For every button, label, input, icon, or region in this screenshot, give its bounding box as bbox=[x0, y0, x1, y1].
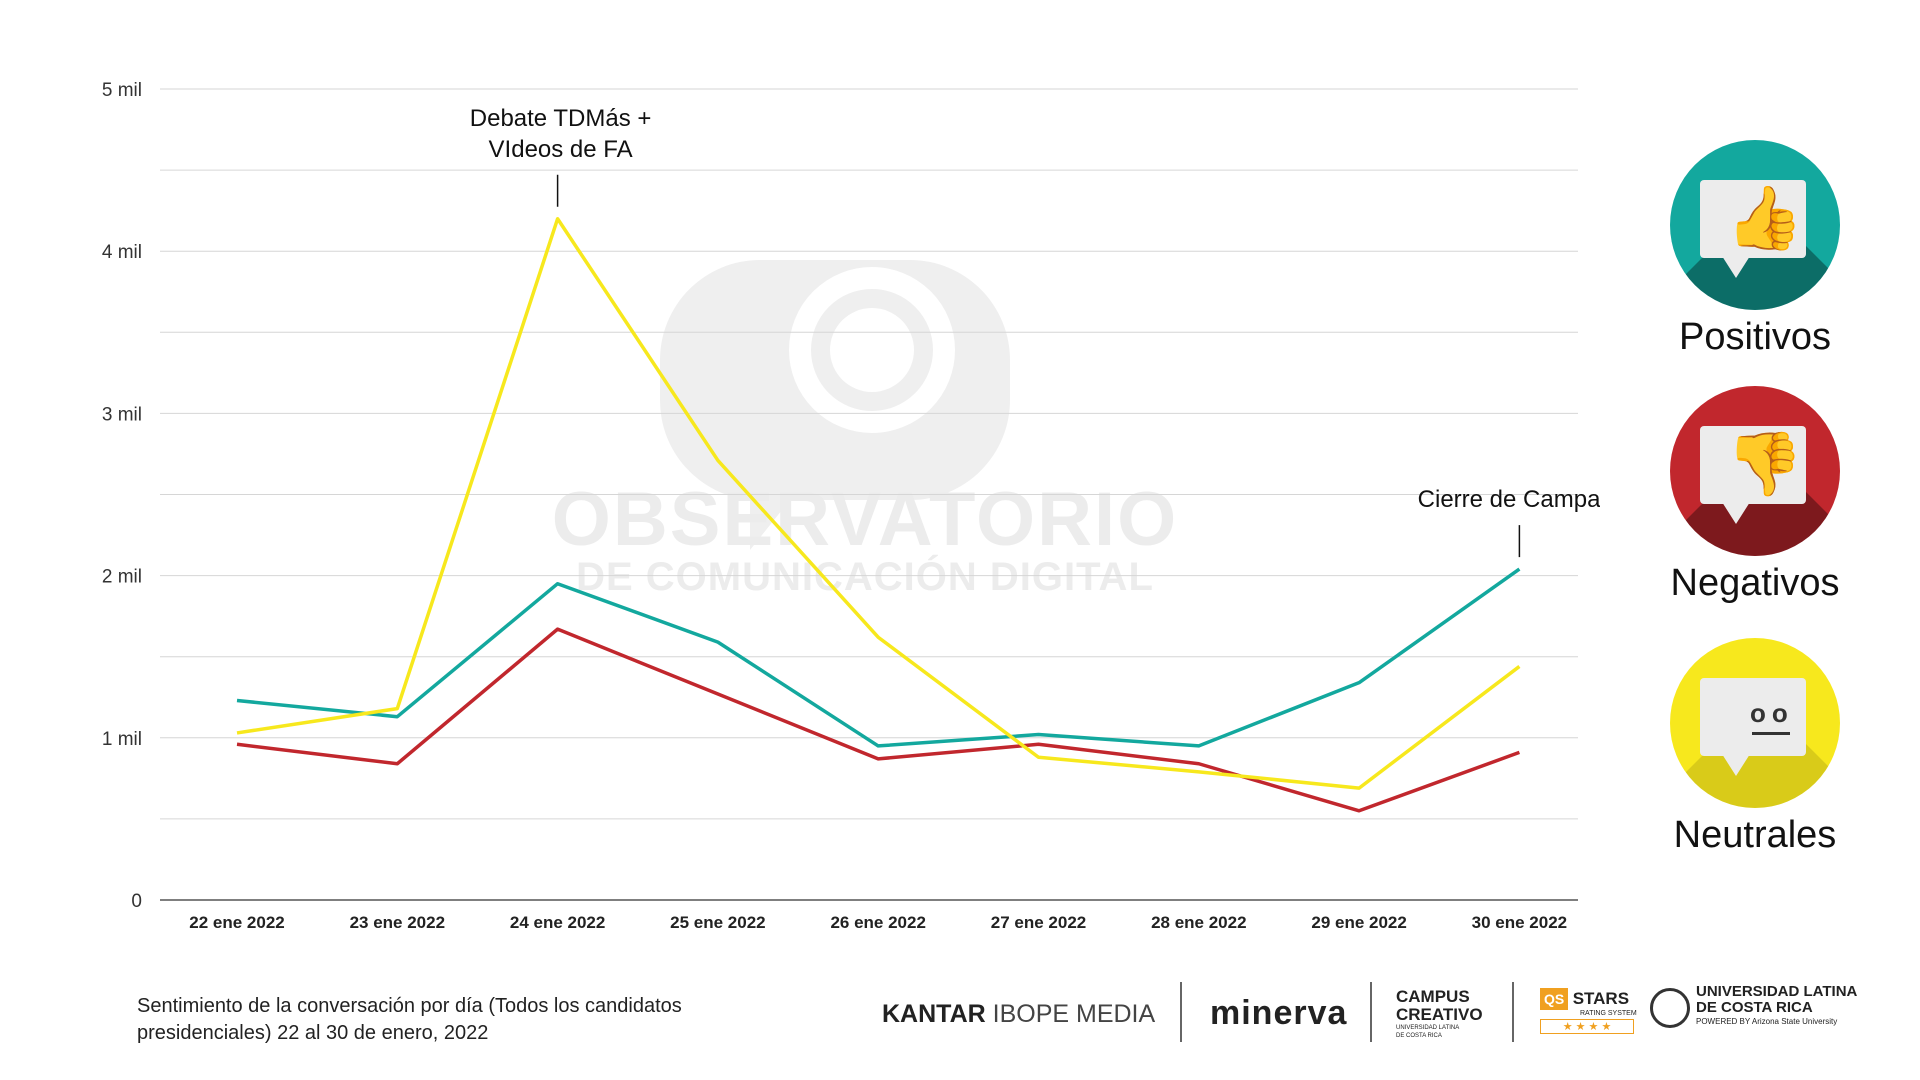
annotation-text: Cierre de Campaña bbox=[1418, 486, 1600, 513]
minerva-logo: minerva bbox=[1210, 994, 1348, 1032]
speech-bubble-icon bbox=[1700, 426, 1806, 524]
legend-neutrales: oo Neutrales bbox=[1640, 638, 1870, 857]
x-tick-label: 24 ene 2022 bbox=[510, 913, 605, 932]
series-lines bbox=[236, 217, 1521, 813]
neutrales-badge: oo bbox=[1670, 638, 1840, 808]
legend-positivos: 👍 Positivos bbox=[1640, 140, 1870, 359]
campus-sub: UNIVERSIDAD LATINA DE COSTA RICA bbox=[1396, 1025, 1459, 1039]
kantar-wordmark: KANTAR bbox=[882, 1000, 986, 1028]
legend-label-neutrales: Neutrales bbox=[1673, 814, 1837, 856]
ulatina-line2: DE COSTA RICA bbox=[1696, 999, 1813, 1016]
y-tick-label: 4 mil bbox=[102, 242, 142, 263]
ulatina-sub: POWERED BY Arizona State University bbox=[1696, 1017, 1838, 1026]
watermark: OBSERVATORIO DE COMUNICACIÓN DIGITAL bbox=[552, 260, 1178, 599]
stars-sub: RATING SYSTEM bbox=[1580, 1010, 1637, 1017]
x-tick-label: 23 ene 2022 bbox=[350, 913, 445, 932]
sentiment-line-chart: OBSERVATORIO DE COMUNICACIÓN DIGITAL 0 1 … bbox=[102, 80, 1600, 932]
negativos-badge: 👎 bbox=[1670, 386, 1840, 556]
qs-stars-logo: QS STARS RATING SYSTEM ★ ★ ★ ★ bbox=[1540, 988, 1637, 1034]
series-line-positivos bbox=[236, 567, 1521, 748]
x-tick-label: 28 ene 2022 bbox=[1151, 913, 1246, 932]
annotation-text: VIdeos de FA bbox=[489, 136, 633, 163]
x-axis-ticks: 22 ene 2022 23 ene 2022 24 ene 2022 25 ene … bbox=[189, 913, 1567, 932]
thumbs-up-icon: 👍 bbox=[1726, 184, 1804, 253]
y-tick-label: 5 mil bbox=[102, 80, 142, 101]
ulatina-line1: UNIVERSIDAD LATINA bbox=[1696, 983, 1858, 1000]
y-tick-label: 1 mil bbox=[102, 729, 142, 750]
qs-badge: QS bbox=[1540, 988, 1569, 1010]
legend-negativos: 👎 Negativos bbox=[1640, 386, 1870, 605]
watermark-eye-icon bbox=[789, 267, 955, 433]
series-line-negativos bbox=[236, 627, 1520, 813]
globe-icon bbox=[1650, 988, 1690, 1028]
y-tick-label: 2 mil bbox=[102, 567, 142, 588]
x-tick-label: 29 ene 2022 bbox=[1311, 913, 1406, 932]
thumbs-down-icon: 👎 bbox=[1726, 430, 1804, 499]
star-rating-icon: ★ ★ ★ ★ bbox=[1540, 1019, 1634, 1034]
speech-bubble-icon: oo bbox=[1700, 678, 1806, 776]
campus-creativo-logo: CAMPUS CREATIVO UNIVERSIDAD LATINA DE CO… bbox=[1396, 988, 1483, 1040]
x-tick-label: 26 ene 2022 bbox=[830, 913, 925, 932]
ibope-wordmark: IBOPE MEDIA bbox=[992, 1000, 1156, 1028]
positivos-badge: 👍 bbox=[1670, 140, 1840, 310]
kantar-ibope-logo: KANTAR IBOPE MEDIA bbox=[882, 1000, 1155, 1029]
neutral-face-icon: oo bbox=[1750, 698, 1794, 728]
annotation-text: Debate TDMás + bbox=[470, 105, 652, 132]
y-tick-label: 0 bbox=[131, 891, 142, 912]
chart-caption: Sentimiento de la conversación por día (… bbox=[137, 995, 682, 1044]
watermark-title: OBSERVATORIO bbox=[552, 477, 1178, 562]
legend-label-positivos: Positivos bbox=[1678, 316, 1832, 358]
speech-bubble-icon bbox=[1700, 180, 1806, 278]
x-tick-label: 27 ene 2022 bbox=[991, 913, 1086, 932]
y-axis-ticks: 0 1 mil 2 mil 3 mil 4 mil 5 mil bbox=[102, 80, 142, 912]
x-tick-label: 30 ene 2022 bbox=[1472, 913, 1567, 932]
y-tick-label: 3 mil bbox=[102, 404, 142, 425]
legend-label-negativos: Negativos bbox=[1670, 562, 1840, 604]
x-tick-label: 22 ene 2022 bbox=[189, 913, 284, 932]
campus-line1: CAMPUS bbox=[1396, 987, 1470, 1006]
x-tick-label: 25 ene 2022 bbox=[670, 913, 765, 932]
grid-lines bbox=[160, 88, 1578, 901]
annotations: Debate TDMás + VIdeos de FA Cierre de Camp… bbox=[470, 105, 1600, 558]
ulatina-logo: UNIVERSIDAD LATINA DE COSTA RICA POWERED… bbox=[1650, 984, 1857, 1028]
stars-text: STARS bbox=[1572, 989, 1630, 1008]
campus-line2: CREATIVO bbox=[1396, 1005, 1483, 1024]
series-line-neutrales bbox=[236, 217, 1521, 790]
